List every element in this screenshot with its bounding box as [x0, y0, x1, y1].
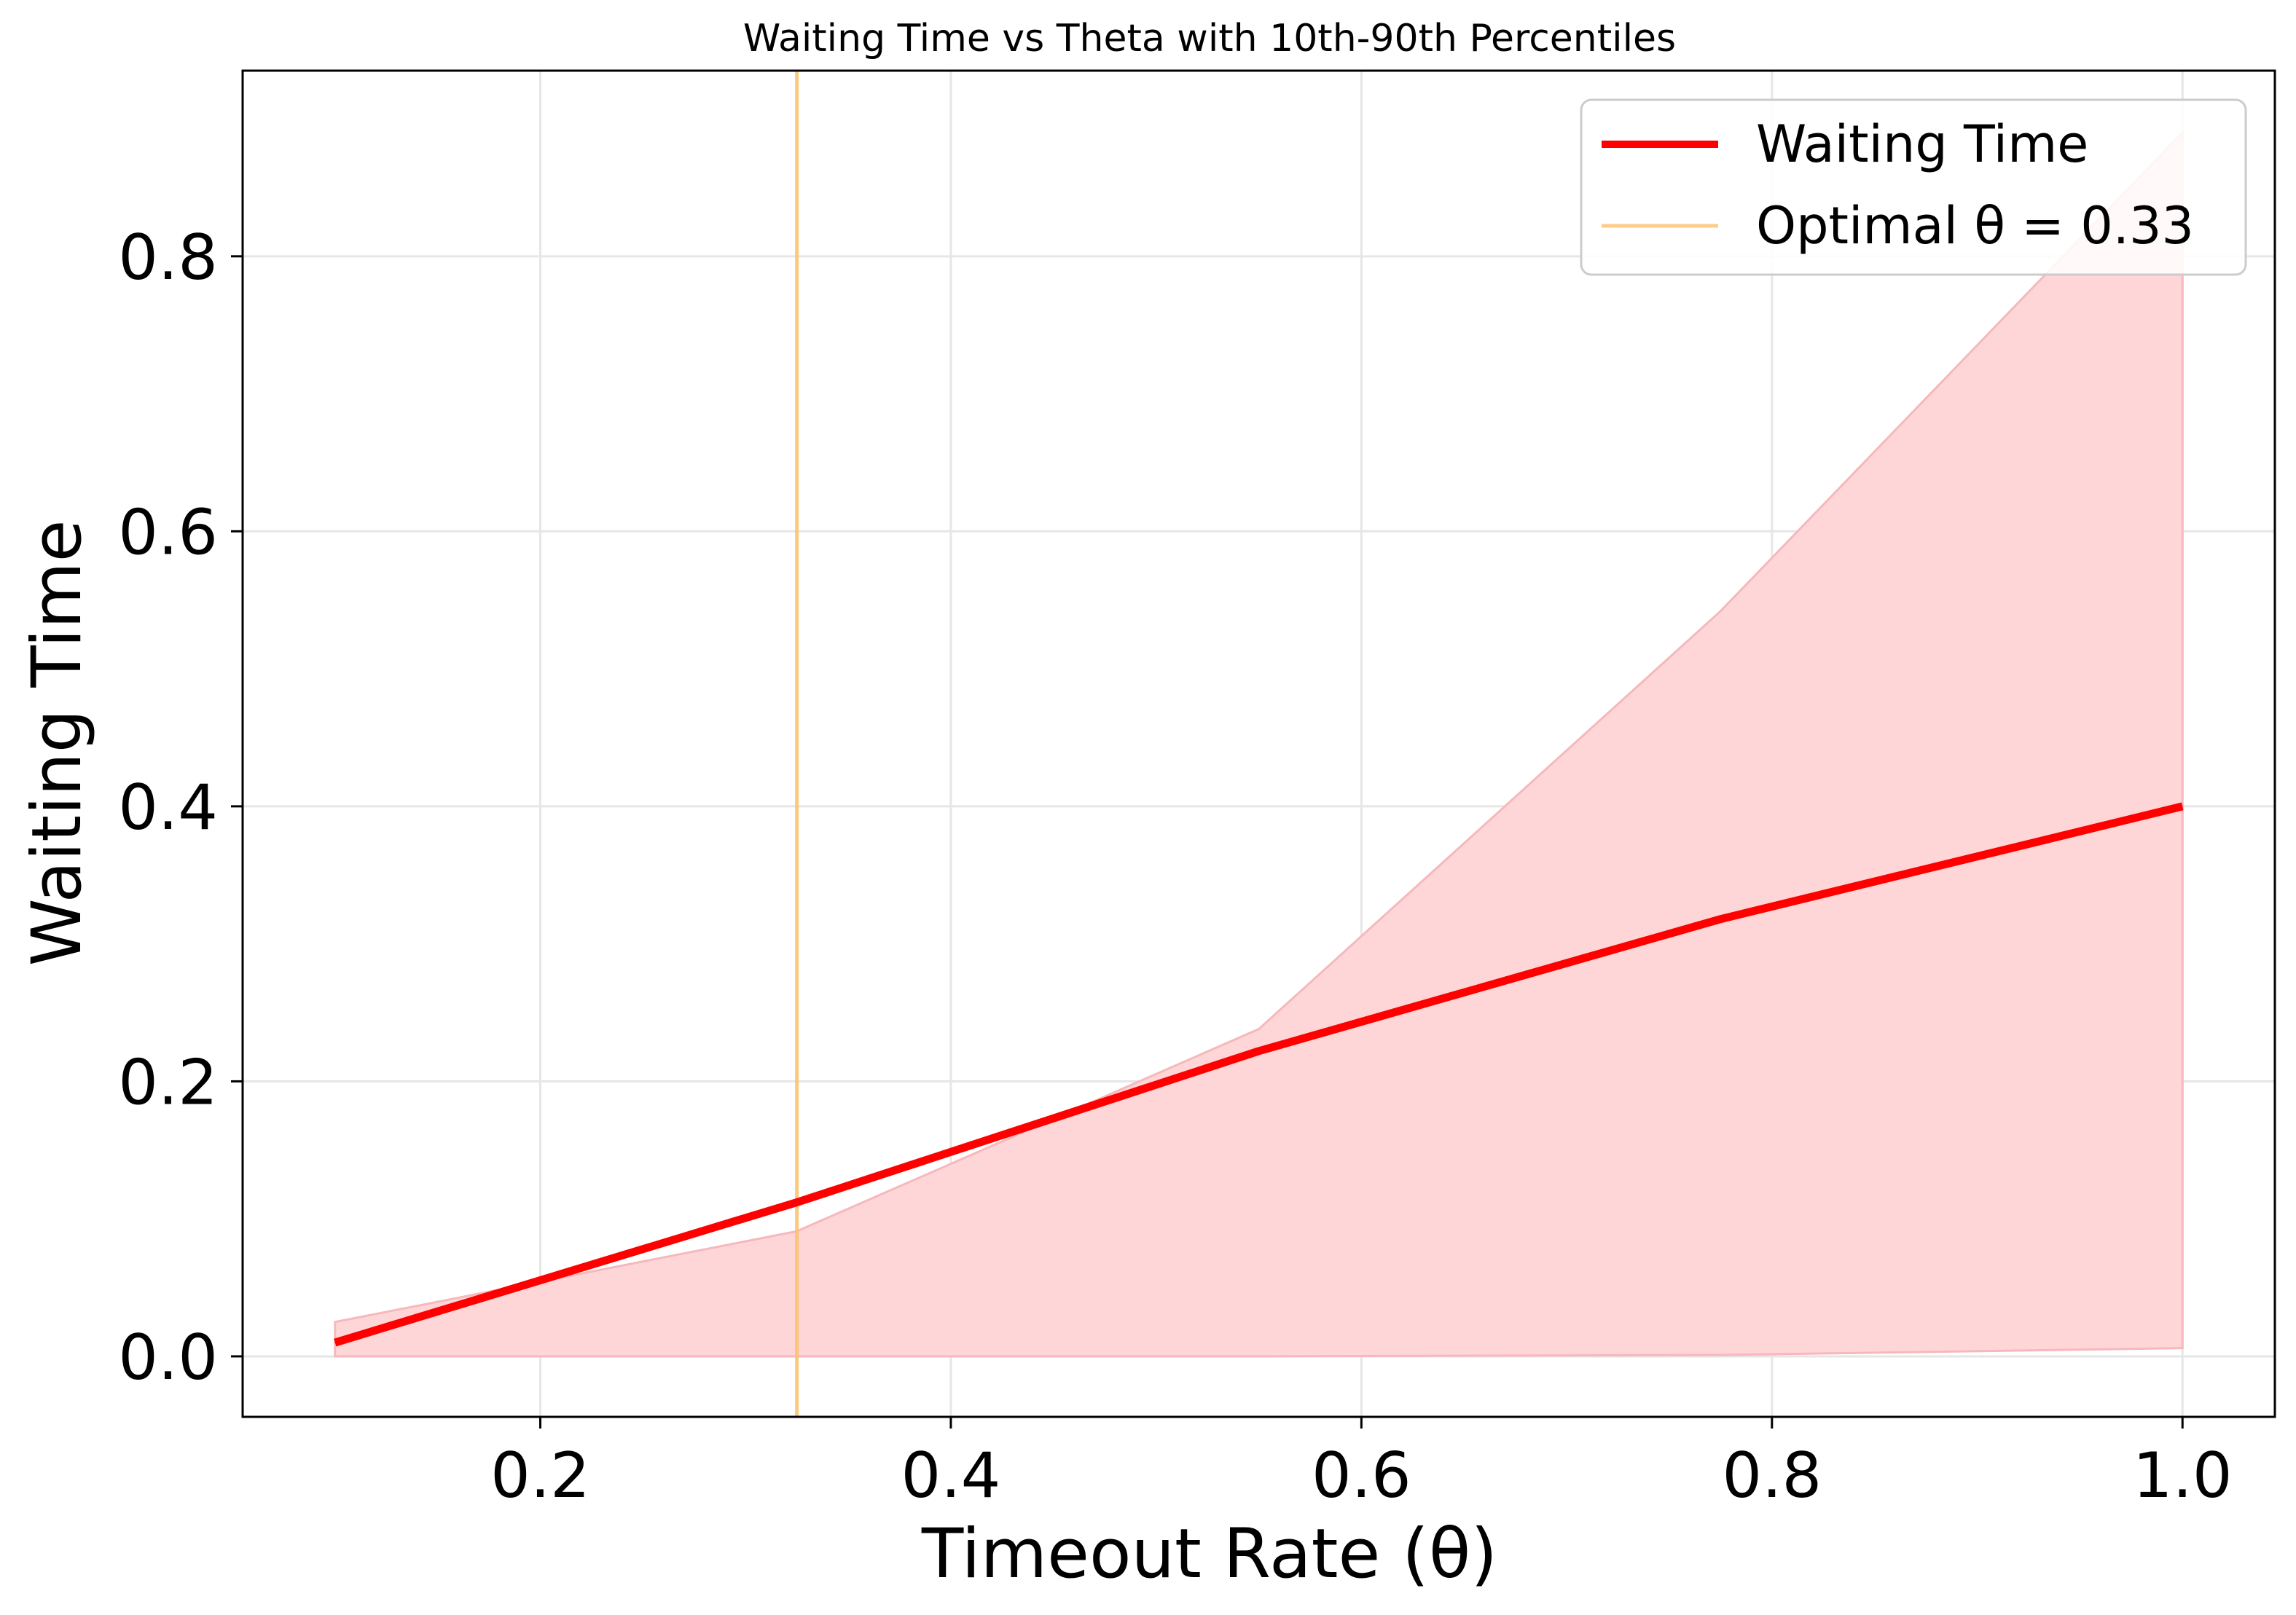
series-layer [334, 802, 2184, 1347]
legend: Waiting Time Optimal θ = 0.33 [1580, 98, 2247, 276]
y-tick-label-1: 0.2 [118, 1046, 218, 1119]
data-point-waiting-time-1 [796, 1202, 798, 1203]
legend-box [1580, 98, 2247, 276]
y-tick-label-2: 0.4 [118, 771, 218, 844]
chart-title: Waiting Time vs Theta with 10th-90th Per… [743, 17, 1676, 60]
legend-label-waiting-time: Waiting Time [1756, 114, 2088, 174]
plot-frame [241, 69, 2276, 1418]
x-tick-label-2: 0.6 [1312, 1439, 1411, 1512]
x-tick-label-3: 0.8 [1722, 1439, 1822, 1512]
percentile-band-layer [334, 130, 2184, 1358]
x-axis-label: Timeout Rate (θ) [921, 1514, 1497, 1594]
y-tick-label-3: 0.6 [118, 496, 218, 569]
x-tick-label-1: 0.4 [901, 1439, 1001, 1512]
data-point-waiting-time-2 [1258, 1050, 1259, 1052]
x-tick-label-0: 0.2 [490, 1439, 590, 1512]
legend-label-optimal-theta: Optimal θ = 0.33 [1756, 196, 2194, 256]
x-tick-label-4: 1.0 [2133, 1439, 2233, 1512]
y-tick-label-4: 0.8 [118, 221, 218, 294]
x-axis-ticks: 0.2 0.4 0.6 0.8 1.0 [490, 1417, 2233, 1512]
percentile-band [334, 130, 2184, 1358]
y-tick-label-0: 0.0 [118, 1321, 218, 1394]
y-axis-label: Waiting Time [17, 520, 97, 967]
y-axis-ticks: 0.0 0.2 0.4 0.6 0.8 [118, 221, 243, 1394]
